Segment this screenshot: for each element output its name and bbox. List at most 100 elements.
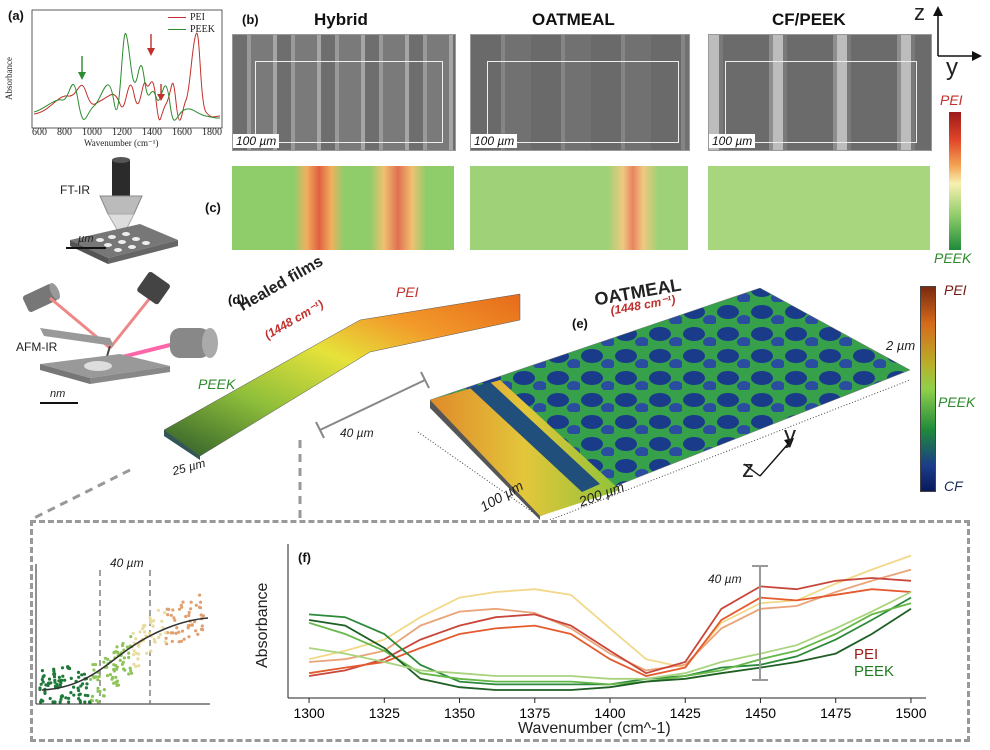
sem-header-oatmeal: OATMEAL xyxy=(532,10,615,29)
scatter-point xyxy=(187,610,191,615)
scatter-point xyxy=(84,686,88,690)
scatter-point xyxy=(63,678,67,682)
scatter-point xyxy=(163,640,167,644)
legend-pei: PEI xyxy=(190,12,205,23)
scatter-point xyxy=(201,628,205,632)
scatter-point xyxy=(122,656,126,660)
legend-peek: PEEK xyxy=(854,663,895,680)
scatter-point xyxy=(96,689,100,693)
scatter-point xyxy=(177,640,181,644)
series-line-5 xyxy=(308,602,912,686)
scatter-point xyxy=(72,685,76,689)
panel-d-width-label: 40 µm xyxy=(340,426,374,440)
scatter-point xyxy=(115,665,119,669)
series-line-3 xyxy=(308,588,912,677)
scatter-point xyxy=(120,643,125,648)
x-tick-label: 1475 xyxy=(820,705,851,721)
scatter-point xyxy=(53,680,57,684)
scatter-point xyxy=(189,607,193,611)
ir-map-cfpeek xyxy=(708,166,930,250)
scatter-point xyxy=(116,650,120,654)
scatter-point xyxy=(172,616,176,620)
oatmeal-surface xyxy=(417,287,911,520)
sem-scale-label: 100 µm xyxy=(471,134,518,148)
scatter-point xyxy=(52,672,56,676)
scatter-point xyxy=(52,669,56,673)
panel-f-ylabel: Absorbance xyxy=(254,582,271,668)
afmir-scalebar xyxy=(40,402,78,404)
colorbar1-top-label: PEI xyxy=(940,92,963,108)
scatter-point xyxy=(60,694,64,698)
scatter-inset-label: 40 µm xyxy=(110,556,144,570)
sem-image-oatmeal: 100 µm xyxy=(470,34,690,151)
scatter-inset xyxy=(35,564,210,705)
panel-f-bar-label: 40 µm xyxy=(708,572,742,586)
scatter-point xyxy=(181,600,185,604)
scatter-point xyxy=(76,670,81,674)
scatter-point xyxy=(60,678,64,682)
scatter-point xyxy=(81,682,85,686)
scatter-point xyxy=(152,619,156,623)
inset-box xyxy=(30,520,970,742)
xtick: 1200 xyxy=(112,127,132,138)
scatter-point xyxy=(158,632,162,637)
scatter-point xyxy=(169,631,173,635)
xtick: 1000 xyxy=(82,127,102,138)
scatter-point xyxy=(128,666,132,670)
sem-header-cfpeek: CF/PEEK xyxy=(772,10,846,29)
scatter-point xyxy=(166,613,170,617)
scatter-point xyxy=(131,653,136,657)
scatter-point xyxy=(79,684,83,688)
ftir-scale-label: µm xyxy=(78,233,94,245)
scatter-point xyxy=(164,631,168,635)
scatter-point xyxy=(156,608,160,612)
scatter-point xyxy=(41,680,45,684)
scatter-point xyxy=(115,679,119,683)
scatter-point xyxy=(91,663,95,667)
scatter-point xyxy=(60,666,65,670)
scatter-point xyxy=(145,651,149,655)
scatter-point xyxy=(112,663,116,667)
scatter-point xyxy=(72,693,76,697)
scatter-point xyxy=(105,674,110,678)
panel-f-legend: PEI PEEK xyxy=(854,646,894,680)
sem-image-hybrid: 100 µm xyxy=(232,34,456,151)
x-tick-label: 1325 xyxy=(369,705,400,721)
scatter-point xyxy=(40,677,44,682)
scatter-point xyxy=(167,607,171,611)
scatter-point xyxy=(149,621,153,625)
scatter-point xyxy=(48,696,52,701)
scatter-point xyxy=(97,675,101,679)
x-tick-label: 1350 xyxy=(444,705,475,721)
scatter-point xyxy=(129,669,133,673)
sem-header-hybrid: Hybrid xyxy=(314,10,368,29)
scatter-point xyxy=(59,697,63,701)
xtick: 1600 xyxy=(172,127,192,138)
scatter-point xyxy=(96,686,100,690)
x-tick-label: 1425 xyxy=(670,705,701,721)
scatter-point xyxy=(93,662,98,667)
scatter-point xyxy=(196,632,200,636)
scatter-point xyxy=(41,675,45,679)
scatter-point xyxy=(149,649,153,653)
scatter-point xyxy=(90,694,95,698)
colorbar2 xyxy=(920,286,936,492)
afmir-scale-label: nm xyxy=(50,388,66,400)
scatter-point xyxy=(44,683,48,687)
series-line-1 xyxy=(309,568,912,672)
scatter-point xyxy=(61,674,65,678)
series-line-6 xyxy=(308,608,912,691)
afmir-label: AFM-IR xyxy=(16,340,58,354)
scatter-point xyxy=(69,691,73,695)
scatter-point xyxy=(67,700,71,704)
series-line-7 xyxy=(308,591,912,680)
scatter-point xyxy=(102,688,106,692)
scatter-point xyxy=(143,630,147,634)
colorbar2-mid-label: PEEK xyxy=(938,394,976,410)
scatter-point xyxy=(138,630,142,634)
scatter-point xyxy=(85,682,89,686)
panel-e-z-label: z xyxy=(742,456,754,483)
panel-a-ylabel: Absorbance xyxy=(4,57,14,100)
scatter-point xyxy=(189,600,193,604)
scatter-point xyxy=(47,681,51,685)
